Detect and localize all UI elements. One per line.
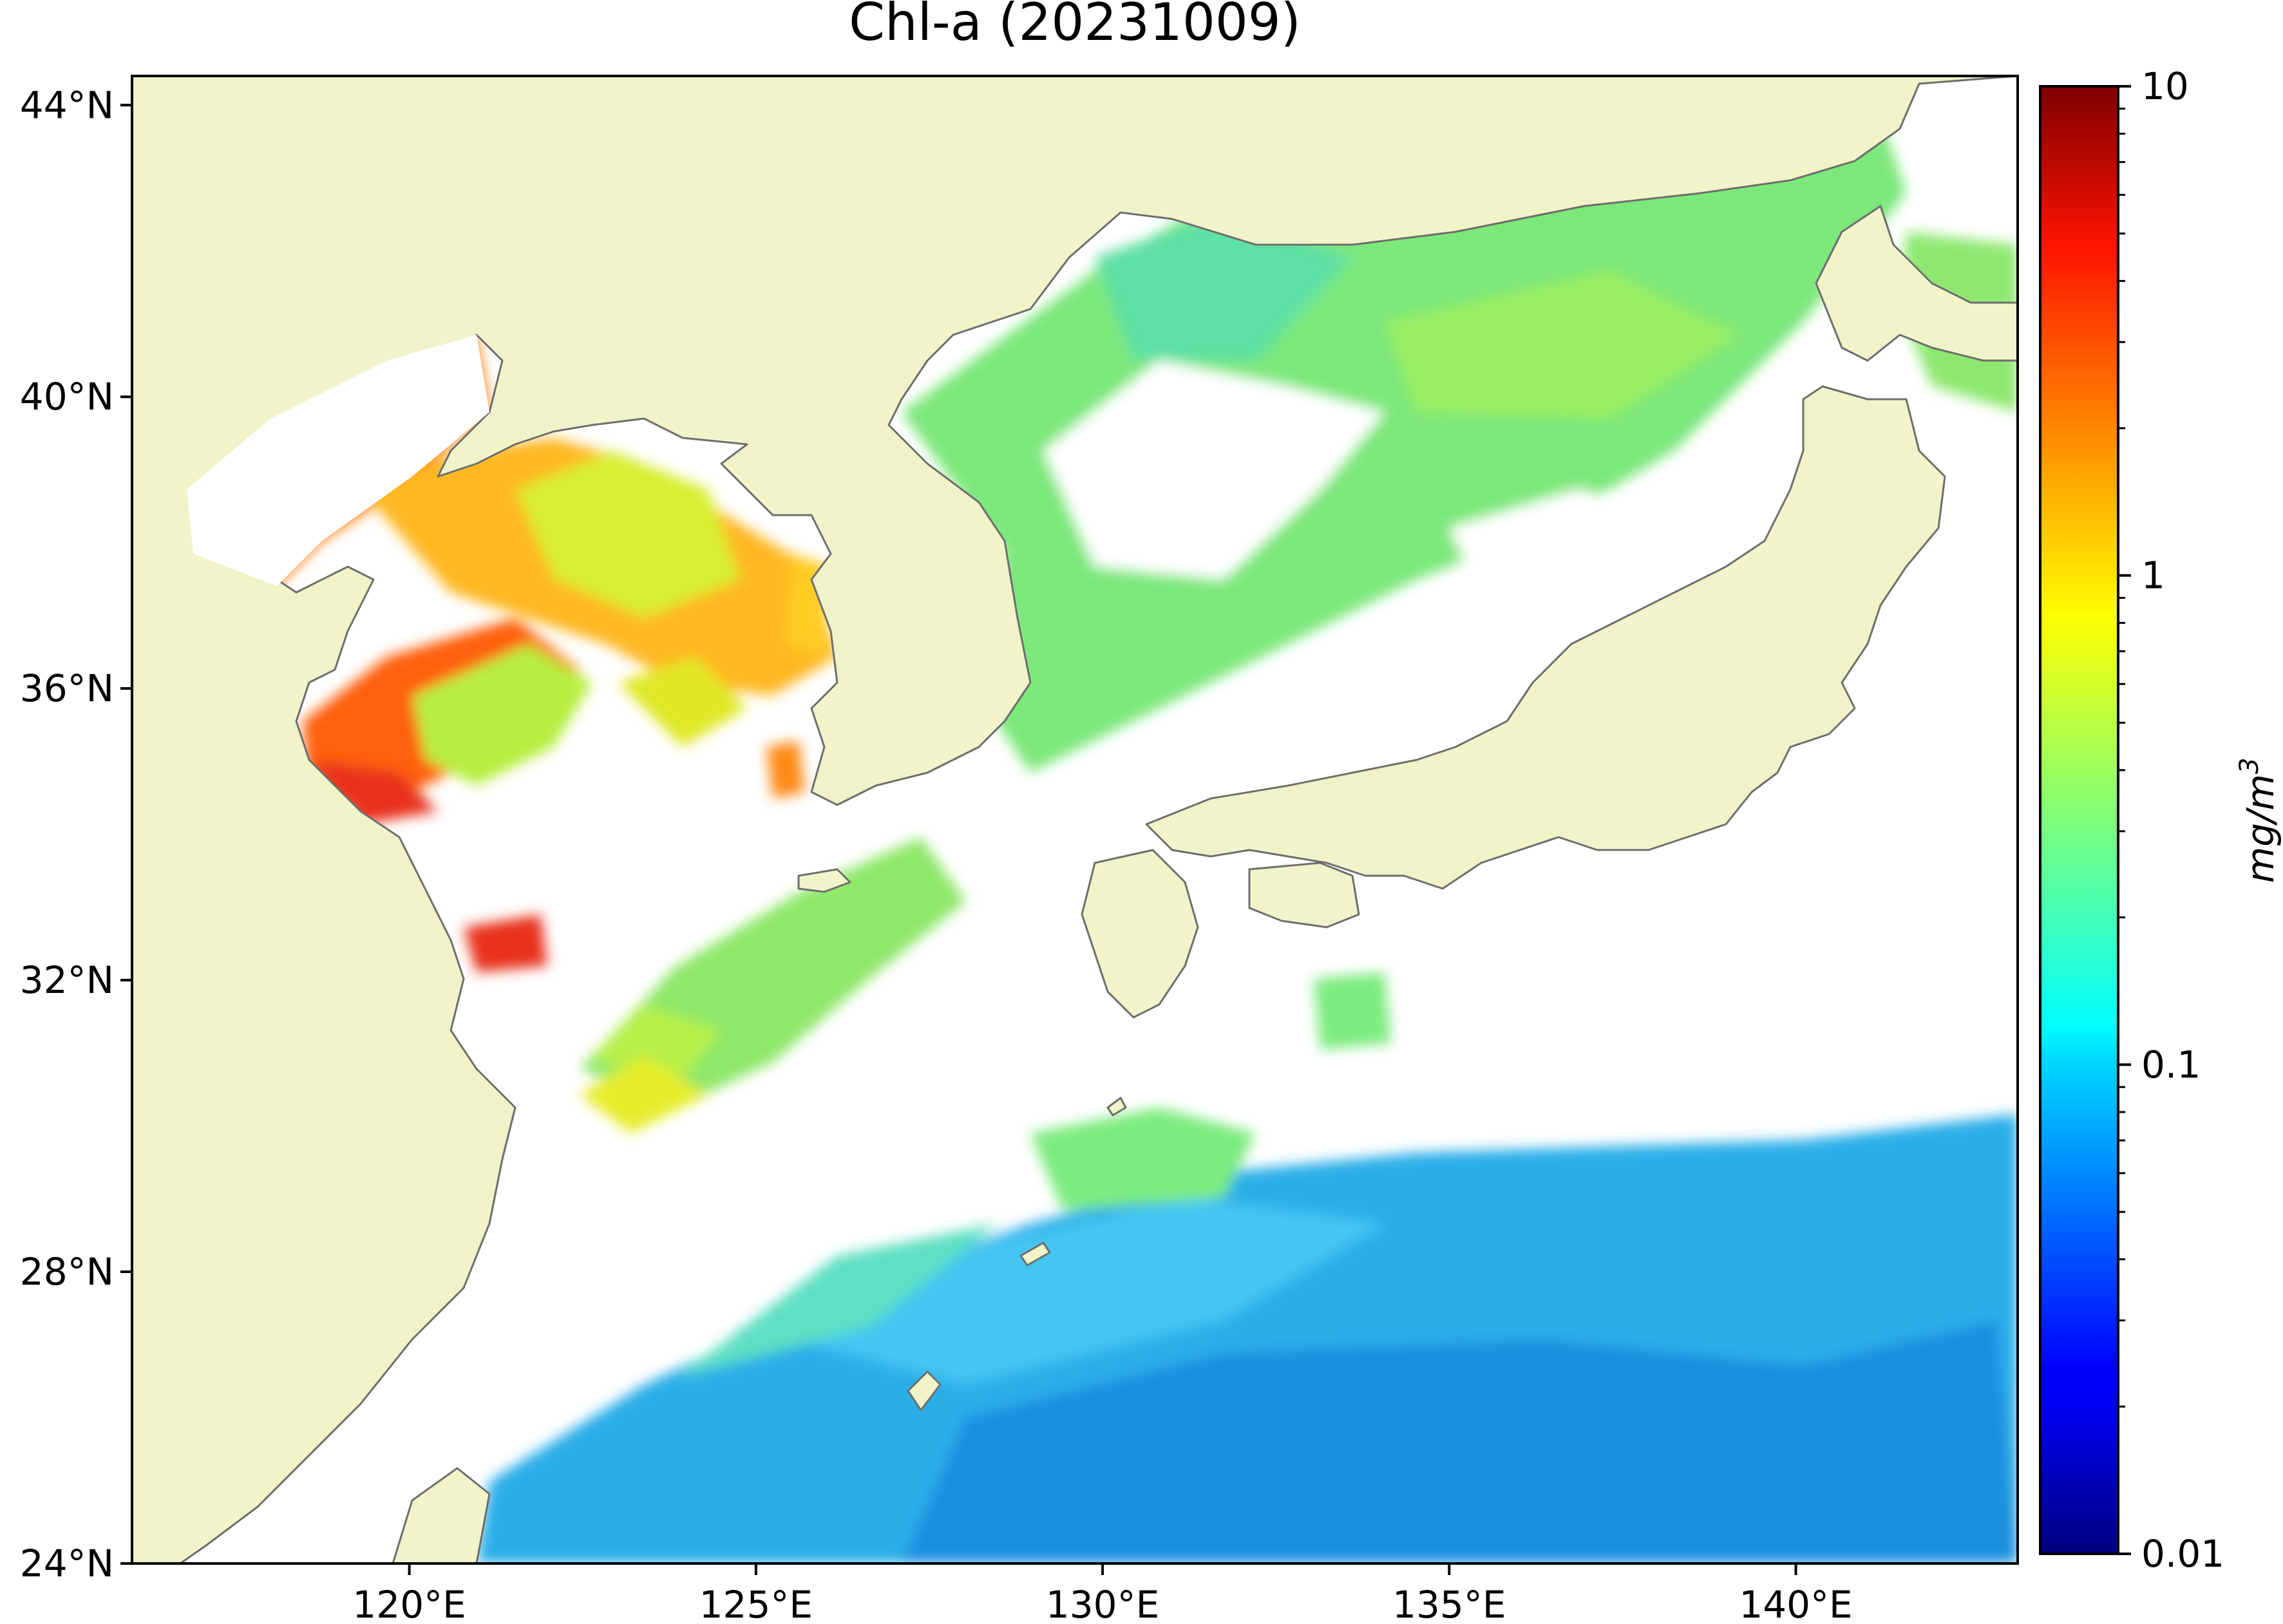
landmass-okinawa: [907, 1370, 942, 1412]
landmass-asia-mainland: [132, 76, 2018, 1563]
lat-tick-label: 28°N: [20, 1250, 114, 1294]
colorbar-tick-label: 0.1: [2141, 1043, 2201, 1086]
colorbar-frame: [2039, 85, 2119, 1555]
longitude-axis: 120°E 125°E 130°E 135°E 140°E: [352, 1563, 1853, 1624]
colorbar-tick-label: 0.01: [2141, 1532, 2224, 1576]
lon-tick-label: 135°E: [1392, 1583, 1506, 1624]
colorbar-tick-label: 1: [2141, 554, 2165, 598]
lat-tick-label: 44°N: [20, 83, 114, 127]
colorbar-label: mg/m3: [2235, 758, 2282, 883]
lat-tick-label: 32°N: [20, 958, 114, 1002]
colorbar-tick-label: 10: [2141, 64, 2189, 108]
colorbar-ticks: 10 1 0.1 0.01: [2118, 64, 2224, 1576]
lon-tick-label: 120°E: [352, 1583, 466, 1624]
landmass-kyushu: [1081, 849, 1199, 1019]
map-frame: [131, 75, 2019, 1565]
landmass-taiwan: [392, 1467, 491, 1563]
lon-tick-label: 125°E: [699, 1583, 813, 1624]
lon-tick-label: 140°E: [1739, 1583, 1852, 1624]
landmass-jeju: [797, 868, 851, 893]
landmass-hokkaido: [1815, 205, 2018, 362]
lon-tick-label: 130°E: [1046, 1583, 1159, 1624]
colorbar: 10 1 0.1 0.01 mg/m3: [2039, 64, 2282, 1576]
lat-tick-label: 40°N: [20, 375, 114, 419]
landmass-honshu: [1145, 385, 1946, 890]
map-panel: [132, 76, 2018, 1563]
landmass-shikoku: [1248, 862, 1360, 929]
colorbar-gradient: [2040, 86, 2118, 1554]
map-title: Chl-a (20231009): [849, 0, 1301, 52]
lat-tick-label: 24°N: [20, 1542, 114, 1585]
bohai-water: [187, 335, 489, 586]
land: [132, 76, 2018, 1563]
latitude-axis: 44°N 40°N 36°N 32°N 28°N 24°N: [20, 83, 132, 1585]
lat-tick-label: 36°N: [20, 666, 114, 710]
